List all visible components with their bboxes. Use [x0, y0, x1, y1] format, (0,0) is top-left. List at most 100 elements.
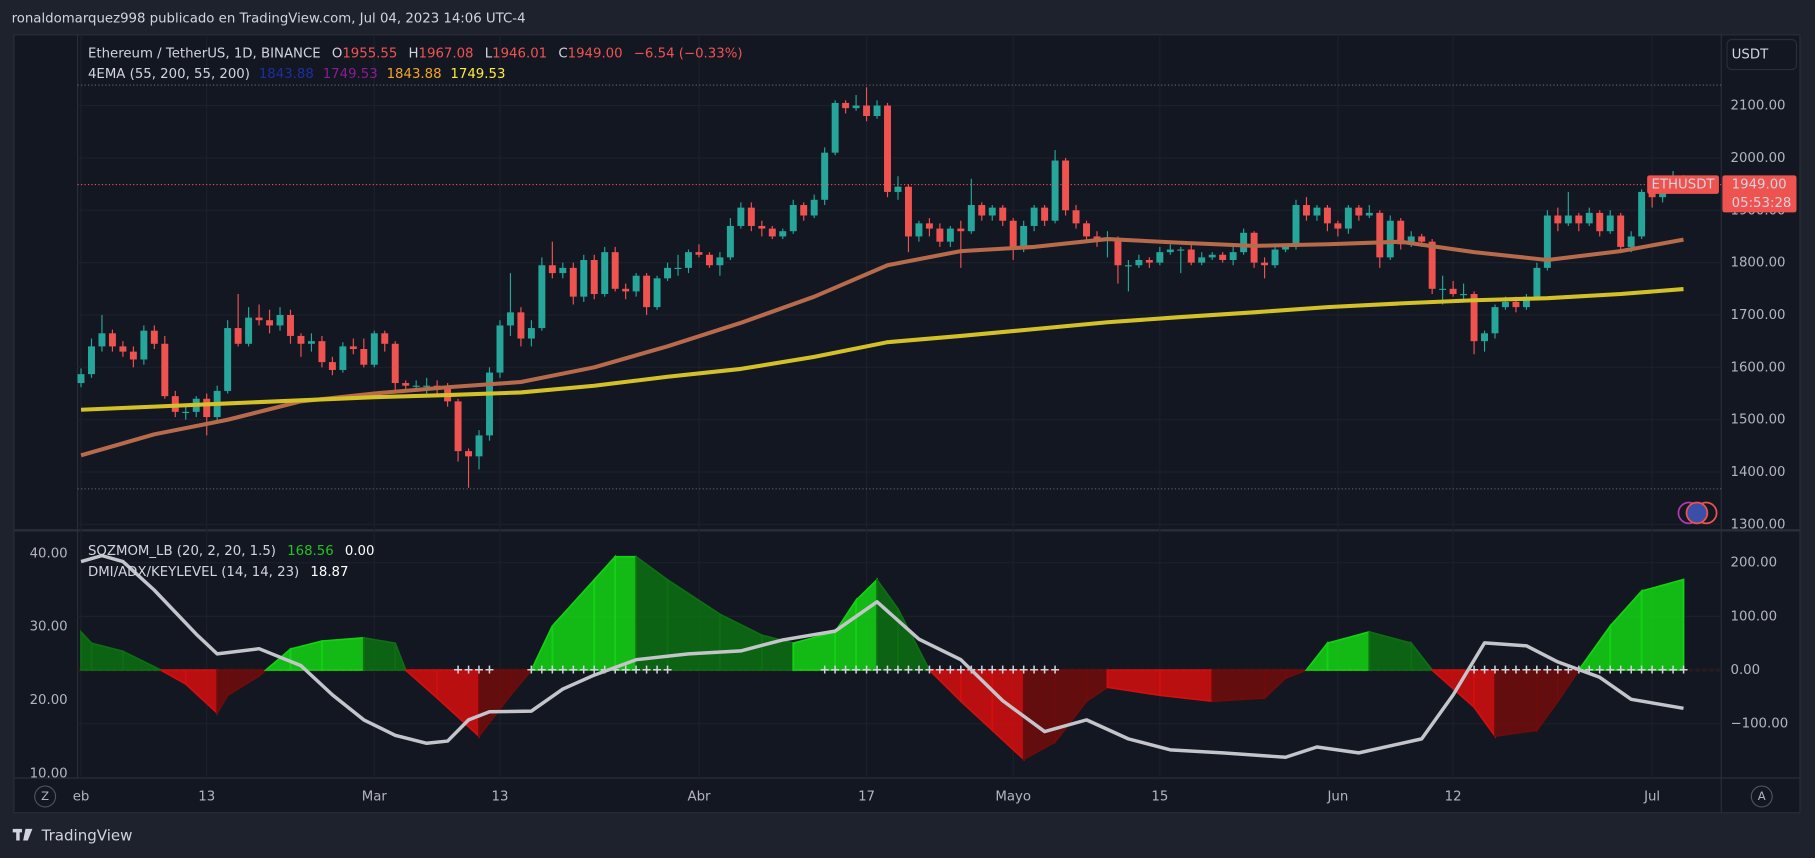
candle-body: [108, 333, 116, 347]
candle-body: [486, 372, 493, 436]
candle-body: [1219, 254, 1227, 261]
candle-body: [1271, 249, 1279, 266]
squeeze-marker: +: [1029, 663, 1040, 678]
candle-body: [1114, 239, 1122, 266]
squeeze-marker: +: [1657, 663, 1668, 678]
candle-body: [402, 383, 410, 386]
candle-body: [580, 260, 588, 297]
candle-body: [1135, 260, 1143, 266]
candle-body: [915, 223, 923, 237]
squeeze-marker: +: [1647, 663, 1658, 678]
ema-label: 4EMA (55, 200, 55, 200): [88, 67, 250, 82]
change: −6.54 (−0.33%): [634, 46, 743, 61]
candle-body: [1564, 215, 1572, 224]
ema-line: [80, 237, 1684, 458]
momentum-area: [1640, 578, 1685, 671]
squeeze-marker: +: [924, 663, 935, 678]
candle-body: [255, 317, 263, 321]
candle-body: [747, 207, 755, 226]
candle-body: [1020, 225, 1028, 247]
squeeze-marker: +: [882, 663, 893, 678]
candle-body: [412, 385, 420, 387]
momentum-area: [1494, 669, 1538, 738]
candle-body: [1041, 207, 1049, 221]
squeeze-marker: +: [589, 663, 600, 678]
candle-body: [1522, 296, 1530, 308]
author-line: ronaldomarquez998 publicado en TradingVi…: [12, 12, 526, 27]
dmi-legend: DMI/ADX/KEYLEVEL (14, 14, 23) 18.87: [88, 565, 349, 580]
candle-body: [1491, 307, 1499, 334]
brand-logo: [12, 828, 33, 841]
squeeze-marker: +: [1584, 663, 1595, 678]
x-tick-label: Mayo: [995, 790, 1031, 805]
zoom-button[interactable]: [34, 785, 57, 808]
x-tick-label: 13: [198, 790, 215, 805]
candle-body: [224, 328, 232, 391]
ema-value: 1843.88: [387, 67, 442, 82]
price-tag: [1722, 175, 1797, 213]
squeeze-marker: +: [463, 663, 474, 678]
candle-body: [1062, 160, 1070, 211]
momentum-area: [1211, 669, 1266, 703]
squeeze-marker: +: [935, 663, 946, 678]
candle-body: [381, 333, 389, 344]
candle-body: [779, 231, 787, 237]
candle-body: [674, 267, 682, 270]
candle-body: [88, 346, 95, 375]
candle-body: [884, 105, 891, 192]
squeeze-marker: +: [1532, 663, 1543, 678]
squeeze-marker: +: [1615, 663, 1626, 678]
event-icons[interactable]: [1677, 501, 1718, 525]
candle-body: [831, 102, 839, 153]
sqz-label: SQZMOM_LB (20, 2, 20, 1.5): [88, 544, 276, 559]
squeeze-marker: +: [652, 663, 663, 678]
price-tag-text: 1949.00: [1732, 178, 1787, 193]
ohlc-value: 1949.00: [568, 46, 623, 61]
candle-body: [287, 314, 294, 336]
squeeze-marker: +: [1553, 663, 1564, 678]
ema-value: 1749.53: [450, 67, 505, 82]
candle-body: [1124, 265, 1132, 267]
currency-box[interactable]: [1726, 38, 1798, 71]
candle-body: [632, 275, 640, 292]
candle-body: [821, 152, 829, 200]
candle-body: [527, 328, 535, 339]
grid: [77, 34, 1722, 778]
momentum-area: [362, 636, 397, 671]
candle-body: [904, 186, 912, 237]
symbol-tag-text: ETHUSDT: [1652, 178, 1716, 193]
squeeze-marker: +: [1039, 663, 1050, 678]
candle-body: [161, 343, 169, 397]
y-tick-label: 10.00: [30, 766, 68, 781]
ohlc-value: 1967.08: [419, 46, 474, 61]
candle-body: [1344, 207, 1352, 229]
momentum-area: [321, 636, 365, 671]
candle-body: [454, 401, 462, 452]
candle-body: [1282, 246, 1289, 250]
momentum-area: [153, 665, 162, 671]
candle-body: [496, 325, 504, 373]
squeeze-marker: +: [1479, 663, 1490, 678]
candle-body: [1575, 215, 1583, 224]
candle-body: [716, 257, 724, 266]
countdown-text: 05:53:28: [1732, 196, 1792, 211]
candle-body: [1533, 267, 1541, 297]
candle-body: [863, 105, 871, 117]
squeeze-marker: +: [662, 663, 673, 678]
squeeze-marker: +: [610, 663, 621, 678]
candle-body: [1543, 215, 1551, 268]
ema-value: 1843.88: [259, 67, 314, 82]
ohlc-value: 1946.01: [492, 46, 547, 61]
auto-button[interactable]: [1750, 785, 1773, 808]
candle-body: [1145, 260, 1153, 263]
momentum-area: [897, 608, 931, 671]
y-tick-label: 40.00: [30, 546, 68, 561]
candle-body: [307, 341, 315, 344]
candle-body: [475, 435, 483, 457]
event-icon[interactable]: [1685, 501, 1709, 525]
squeeze-marker: +: [955, 663, 966, 678]
candle-body: [705, 254, 713, 266]
candle-body: [1648, 191, 1656, 198]
candle-body: [1009, 220, 1017, 247]
